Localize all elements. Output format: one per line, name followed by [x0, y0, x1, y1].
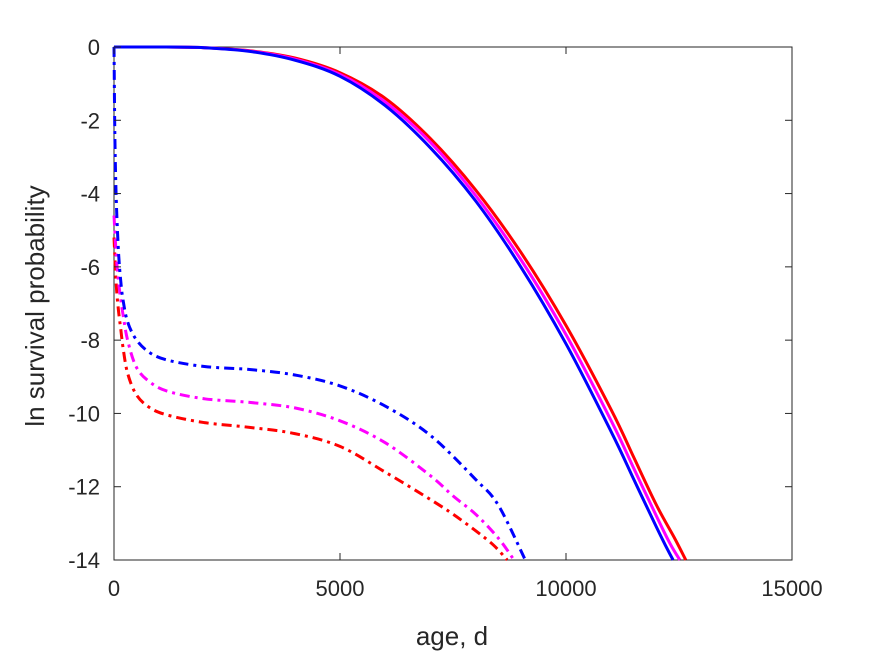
series-line-3-solid	[113, 45, 675, 561]
y-tick-label: -14	[68, 548, 100, 573]
x-tick-label: 10000	[535, 576, 596, 601]
series-line-5-dashdot	[112, 215, 516, 561]
y-tick-label: -4	[80, 182, 100, 207]
plot-area: 0 5000 10000 15000 0 -2 -4 -6 -8 -10 -12 -14	[68, 35, 822, 601]
y-tick-label: -2	[80, 108, 100, 133]
tick-layer: 0 5000 10000 15000 0 -2 -4 -6 -8 -10 -12 -14	[68, 35, 822, 601]
y-axis-label: ln survival probability	[20, 185, 50, 426]
x-tick-label: 5000	[316, 576, 365, 601]
y-tick-label: -10	[68, 401, 100, 426]
x-axis-label: age, d	[416, 621, 488, 651]
x-tick-label: 15000	[761, 576, 822, 601]
y-tick-label: -8	[80, 328, 100, 353]
axes-box	[113, 46, 793, 561]
y-tick-label: 0	[88, 35, 100, 60]
series-line-4-dashdot	[112, 237, 509, 562]
series-layer	[112, 45, 688, 562]
y-tick-label: -6	[80, 255, 100, 280]
x-tick-label: 0	[108, 576, 120, 601]
y-tick-label: -12	[68, 475, 100, 500]
series-line-6-dashdot	[112, 46, 527, 561]
